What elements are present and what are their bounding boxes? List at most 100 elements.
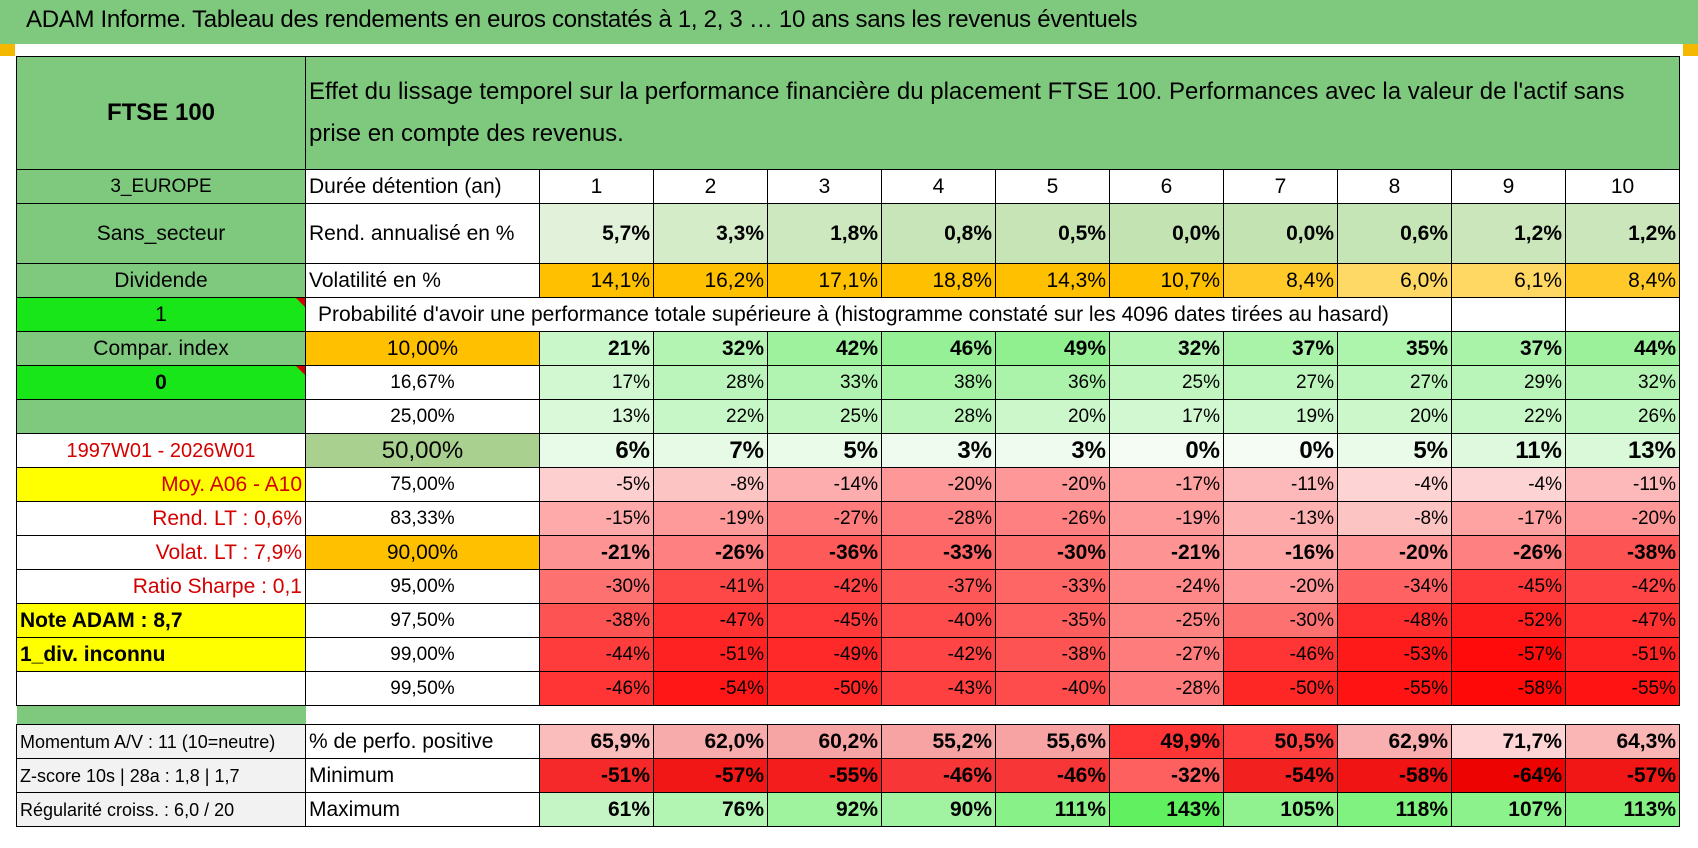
side-volat-lt[interactable]: Volat. LT : 7,9% [16,535,306,570]
stat-value-cell[interactable]: 62,0% [653,724,768,759]
probability-cell[interactable]: 19% [1223,399,1338,434]
return-cell[interactable]: 1,2% [1565,203,1680,264]
probability-cell[interactable]: -38% [539,603,654,638]
year-header[interactable]: 9 [1451,169,1566,204]
probability-cell[interactable]: -26% [653,535,768,570]
probability-cell[interactable]: -8% [653,467,768,502]
probability-cell[interactable]: 28% [881,399,996,434]
probability-cell[interactable]: -38% [995,637,1110,672]
stat-value-cell[interactable]: -58% [1337,758,1452,793]
stat-value-cell[interactable]: -57% [1565,758,1680,793]
volatility-cell[interactable]: 8,4% [1223,263,1338,298]
probability-cell[interactable]: -20% [881,467,996,502]
volatility-cell[interactable]: 16,2% [653,263,768,298]
probability-cell[interactable]: -25% [1109,603,1224,638]
probability-cell[interactable]: -34% [1337,569,1452,604]
probability-cell[interactable]: 33% [767,365,882,400]
probability-cell[interactable]: -33% [881,535,996,570]
probability-cell[interactable]: 0% [1109,433,1224,468]
year-header[interactable]: 10 [1565,169,1680,204]
side-moy[interactable]: Moy. A06 - A10 [16,467,306,502]
return-cell[interactable]: 1,2% [1451,203,1566,264]
stat-value-cell[interactable]: 65,9% [539,724,654,759]
stat-value-cell[interactable]: -32% [1109,758,1224,793]
empty-cell[interactable] [1451,297,1566,332]
return-cell[interactable]: 0,8% [881,203,996,264]
probability-cell[interactable]: -30% [1223,603,1338,638]
stat-value-cell[interactable]: -51% [539,758,654,793]
probability-cell[interactable]: 13% [539,399,654,434]
volatility-cell[interactable]: 10,7% [1109,263,1224,298]
probability-cell[interactable]: 49% [995,331,1110,366]
side-flag0[interactable]: 0 [16,365,306,400]
probability-cell[interactable]: 32% [1109,331,1224,366]
probability-cell[interactable]: 32% [1565,365,1680,400]
threshold-cell[interactable]: 99,50% [305,671,540,706]
probability-cell[interactable]: -52% [1451,603,1566,638]
probability-cell[interactable]: -58% [1451,671,1566,706]
volatility-cell[interactable]: 8,4% [1565,263,1680,298]
probability-cell[interactable]: 28% [653,365,768,400]
annualized-return-label[interactable]: Rend. annualisé en % [305,203,540,264]
stat-value-cell[interactable]: -46% [881,758,996,793]
probability-cell[interactable]: -51% [653,637,768,672]
threshold-cell[interactable]: 50,00% [305,433,540,468]
probability-cell[interactable]: 20% [995,399,1110,434]
probability-cell[interactable]: -4% [1337,467,1452,502]
probability-cell[interactable]: -20% [1565,501,1680,536]
probability-cell[interactable]: -33% [995,569,1110,604]
probability-cell[interactable]: -42% [767,569,882,604]
probability-cell[interactable]: 29% [1451,365,1566,400]
volatility-cell[interactable]: 14,1% [539,263,654,298]
year-header[interactable]: 5 [995,169,1110,204]
stat-value-cell[interactable]: -55% [767,758,882,793]
year-header[interactable]: 6 [1109,169,1224,204]
probability-cell[interactable]: -41% [653,569,768,604]
volatility-cell[interactable]: 6,0% [1337,263,1452,298]
stat-value-cell[interactable]: 92% [767,792,882,827]
stat-value-cell[interactable]: -57% [653,758,768,793]
stat-row-label[interactable]: Maximum [305,792,540,827]
side-note[interactable]: Note ADAM : 8,7 [16,603,306,638]
probability-cell[interactable]: 25% [767,399,882,434]
probability-cell[interactable]: 42% [767,331,882,366]
probability-title[interactable]: Probabilité d'avoir une performance tota… [305,297,1452,332]
volatility-label[interactable]: Volatilité en % [305,263,540,298]
year-header[interactable]: 2 [653,169,768,204]
stat-value-cell[interactable]: 64,3% [1565,724,1680,759]
stat-value-cell[interactable]: 143% [1109,792,1224,827]
probability-cell[interactable]: -24% [1109,569,1224,604]
probability-cell[interactable]: 3% [881,433,996,468]
probability-cell[interactable]: 22% [653,399,768,434]
probability-cell[interactable]: 25% [1109,365,1224,400]
stat-value-cell[interactable]: 118% [1337,792,1452,827]
return-cell[interactable]: 0,0% [1109,203,1224,264]
probability-cell[interactable]: -26% [1451,535,1566,570]
probability-cell[interactable]: -27% [1109,637,1224,672]
probability-cell[interactable]: -19% [1109,501,1224,536]
probability-cell[interactable]: -28% [1109,671,1224,706]
probability-cell[interactable]: -30% [995,535,1110,570]
probability-cell[interactable]: -50% [767,671,882,706]
probability-cell[interactable]: 27% [1337,365,1452,400]
probability-cell[interactable]: -55% [1565,671,1680,706]
probability-cell[interactable]: -49% [767,637,882,672]
side-empty[interactable] [16,671,306,706]
volatility-cell[interactable]: 6,1% [1451,263,1566,298]
stat-value-cell[interactable]: 55,6% [995,724,1110,759]
probability-cell[interactable]: -21% [539,535,654,570]
probability-cell[interactable]: -11% [1223,467,1338,502]
probability-cell[interactable]: -53% [1337,637,1452,672]
stat-side-label[interactable]: Z-score 10s | 28a : 1,8 | 1,7 [16,758,306,793]
probability-cell[interactable]: -40% [881,603,996,638]
empty-cell[interactable] [1565,297,1680,332]
index-name-cell[interactable]: FTSE 100 [16,56,306,170]
probability-cell[interactable]: -5% [539,467,654,502]
probability-cell[interactable]: -47% [653,603,768,638]
dividend-cell[interactable]: Dividende [16,263,306,298]
probability-cell[interactable]: -35% [995,603,1110,638]
probability-cell[interactable]: 7% [653,433,768,468]
probability-cell[interactable]: 21% [539,331,654,366]
stat-side-label[interactable]: Momentum A/V : 11 (10=neutre) [16,724,306,759]
stat-value-cell[interactable]: 61% [539,792,654,827]
